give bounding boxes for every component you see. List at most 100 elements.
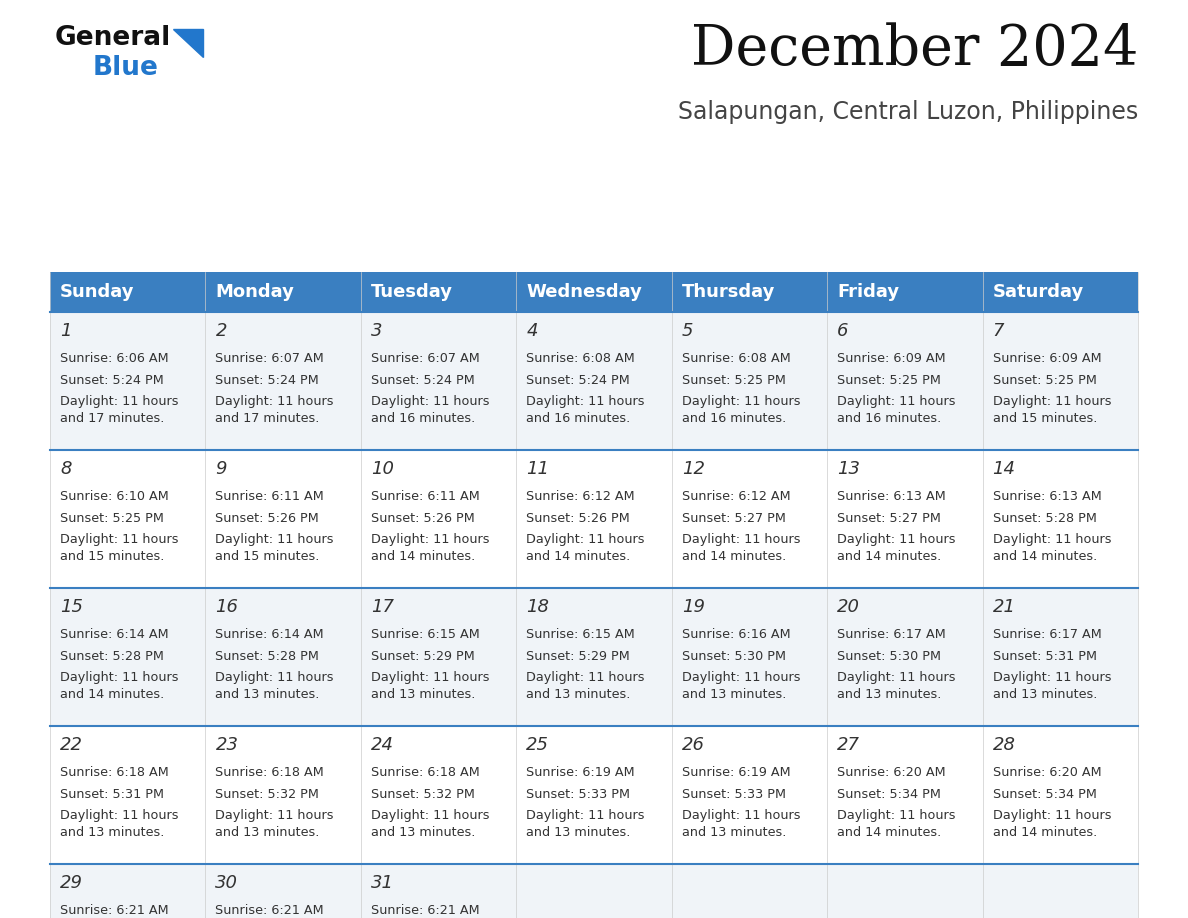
Text: Daylight: 11 hours
and 15 minutes.: Daylight: 11 hours and 15 minutes.: [61, 533, 178, 563]
Text: Sunrise: 6:17 AM: Sunrise: 6:17 AM: [992, 628, 1101, 641]
Text: Sunrise: 6:14 AM: Sunrise: 6:14 AM: [215, 628, 324, 641]
Text: 18: 18: [526, 598, 549, 616]
Text: 4: 4: [526, 322, 538, 340]
Text: Sunset: 5:28 PM: Sunset: 5:28 PM: [992, 511, 1097, 524]
Bar: [517, 450, 671, 588]
Bar: [361, 726, 517, 864]
Bar: [50, 726, 1138, 864]
Bar: [982, 588, 1138, 726]
Polygon shape: [173, 29, 203, 57]
Text: Daylight: 11 hours
and 16 minutes.: Daylight: 11 hours and 16 minutes.: [682, 395, 801, 425]
Bar: [827, 450, 982, 588]
Bar: [361, 864, 517, 918]
Text: Sunrise: 6:15 AM: Sunrise: 6:15 AM: [526, 628, 636, 641]
Text: Daylight: 11 hours
and 13 minutes.: Daylight: 11 hours and 13 minutes.: [215, 671, 334, 701]
Text: Daylight: 11 hours
and 13 minutes.: Daylight: 11 hours and 13 minutes.: [682, 809, 801, 839]
Text: Sunset: 5:29 PM: Sunset: 5:29 PM: [371, 650, 475, 663]
Text: 19: 19: [682, 598, 704, 616]
Text: 17: 17: [371, 598, 394, 616]
Text: Sunset: 5:29 PM: Sunset: 5:29 PM: [526, 650, 630, 663]
Text: Sunset: 5:30 PM: Sunset: 5:30 PM: [838, 650, 941, 663]
Text: Daylight: 11 hours
and 14 minutes.: Daylight: 11 hours and 14 minutes.: [61, 671, 178, 701]
Text: 9: 9: [215, 460, 227, 478]
Text: Sunset: 5:25 PM: Sunset: 5:25 PM: [682, 374, 785, 386]
Text: Daylight: 11 hours
and 14 minutes.: Daylight: 11 hours and 14 minutes.: [992, 809, 1111, 839]
Bar: [982, 450, 1138, 588]
Text: Daylight: 11 hours
and 14 minutes.: Daylight: 11 hours and 14 minutes.: [526, 533, 645, 563]
Text: Sunrise: 6:12 AM: Sunrise: 6:12 AM: [682, 490, 790, 503]
Text: 7: 7: [992, 322, 1004, 340]
Text: Sunrise: 6:16 AM: Sunrise: 6:16 AM: [682, 628, 790, 641]
Bar: [361, 312, 517, 450]
Text: Sunrise: 6:06 AM: Sunrise: 6:06 AM: [61, 352, 169, 365]
Text: Friday: Friday: [838, 283, 899, 301]
Text: Sunrise: 6:07 AM: Sunrise: 6:07 AM: [215, 352, 324, 365]
Text: Sunset: 5:26 PM: Sunset: 5:26 PM: [526, 511, 630, 524]
Bar: [671, 450, 827, 588]
Text: 12: 12: [682, 460, 704, 478]
Bar: [361, 588, 517, 726]
Text: Sunset: 5:27 PM: Sunset: 5:27 PM: [682, 511, 785, 524]
Text: Daylight: 11 hours
and 13 minutes.: Daylight: 11 hours and 13 minutes.: [61, 809, 178, 839]
Text: 14: 14: [992, 460, 1016, 478]
Text: Sunday: Sunday: [61, 283, 134, 301]
Bar: [50, 272, 206, 312]
Text: 20: 20: [838, 598, 860, 616]
Text: Sunset: 5:24 PM: Sunset: 5:24 PM: [371, 374, 475, 386]
Bar: [206, 864, 361, 918]
Text: Daylight: 11 hours
and 16 minutes.: Daylight: 11 hours and 16 minutes.: [371, 395, 489, 425]
Bar: [982, 726, 1138, 864]
Bar: [982, 272, 1138, 312]
Text: Sunrise: 6:20 AM: Sunrise: 6:20 AM: [838, 766, 946, 779]
Text: 1: 1: [61, 322, 71, 340]
Text: Sunrise: 6:09 AM: Sunrise: 6:09 AM: [992, 352, 1101, 365]
Bar: [517, 272, 671, 312]
Bar: [50, 588, 206, 726]
Bar: [671, 272, 827, 312]
Text: Sunrise: 6:18 AM: Sunrise: 6:18 AM: [215, 766, 324, 779]
Text: Sunset: 5:32 PM: Sunset: 5:32 PM: [215, 788, 320, 800]
Text: 29: 29: [61, 874, 83, 892]
Text: Daylight: 11 hours
and 15 minutes.: Daylight: 11 hours and 15 minutes.: [992, 395, 1111, 425]
Text: Tuesday: Tuesday: [371, 283, 453, 301]
Text: Sunrise: 6:13 AM: Sunrise: 6:13 AM: [838, 490, 946, 503]
Bar: [827, 726, 982, 864]
Bar: [982, 312, 1138, 450]
Text: Sunset: 5:31 PM: Sunset: 5:31 PM: [61, 788, 164, 800]
Text: Daylight: 11 hours
and 13 minutes.: Daylight: 11 hours and 13 minutes.: [371, 809, 489, 839]
Text: 30: 30: [215, 874, 239, 892]
Bar: [517, 588, 671, 726]
Bar: [206, 726, 361, 864]
Bar: [50, 726, 206, 864]
Text: 28: 28: [992, 736, 1016, 754]
Text: Sunset: 5:33 PM: Sunset: 5:33 PM: [682, 788, 785, 800]
Text: Sunset: 5:28 PM: Sunset: 5:28 PM: [61, 650, 164, 663]
Text: Sunset: 5:24 PM: Sunset: 5:24 PM: [526, 374, 630, 386]
Text: Sunrise: 6:09 AM: Sunrise: 6:09 AM: [838, 352, 946, 365]
Text: 8: 8: [61, 460, 71, 478]
Text: Sunrise: 6:12 AM: Sunrise: 6:12 AM: [526, 490, 634, 503]
Text: Sunrise: 6:08 AM: Sunrise: 6:08 AM: [526, 352, 636, 365]
Text: Daylight: 11 hours
and 16 minutes.: Daylight: 11 hours and 16 minutes.: [838, 395, 955, 425]
Bar: [50, 312, 1138, 450]
Text: Sunset: 5:25 PM: Sunset: 5:25 PM: [992, 374, 1097, 386]
Text: Daylight: 11 hours
and 13 minutes.: Daylight: 11 hours and 13 minutes.: [682, 671, 801, 701]
Bar: [827, 272, 982, 312]
Text: Sunset: 5:32 PM: Sunset: 5:32 PM: [371, 788, 475, 800]
Text: 23: 23: [215, 736, 239, 754]
Text: Sunrise: 6:17 AM: Sunrise: 6:17 AM: [838, 628, 946, 641]
Bar: [671, 588, 827, 726]
Text: Sunset: 5:33 PM: Sunset: 5:33 PM: [526, 788, 631, 800]
Text: Daylight: 11 hours
and 13 minutes.: Daylight: 11 hours and 13 minutes.: [526, 671, 645, 701]
Bar: [50, 312, 206, 450]
Text: Sunset: 5:24 PM: Sunset: 5:24 PM: [215, 374, 320, 386]
Text: 10: 10: [371, 460, 394, 478]
Text: General: General: [55, 25, 171, 51]
Text: Daylight: 11 hours
and 14 minutes.: Daylight: 11 hours and 14 minutes.: [992, 533, 1111, 563]
Text: Daylight: 11 hours
and 14 minutes.: Daylight: 11 hours and 14 minutes.: [838, 533, 955, 563]
Text: Sunset: 5:24 PM: Sunset: 5:24 PM: [61, 374, 164, 386]
Text: Sunrise: 6:21 AM: Sunrise: 6:21 AM: [371, 904, 480, 917]
Bar: [50, 450, 206, 588]
Bar: [361, 450, 517, 588]
Text: Sunrise: 6:08 AM: Sunrise: 6:08 AM: [682, 352, 790, 365]
